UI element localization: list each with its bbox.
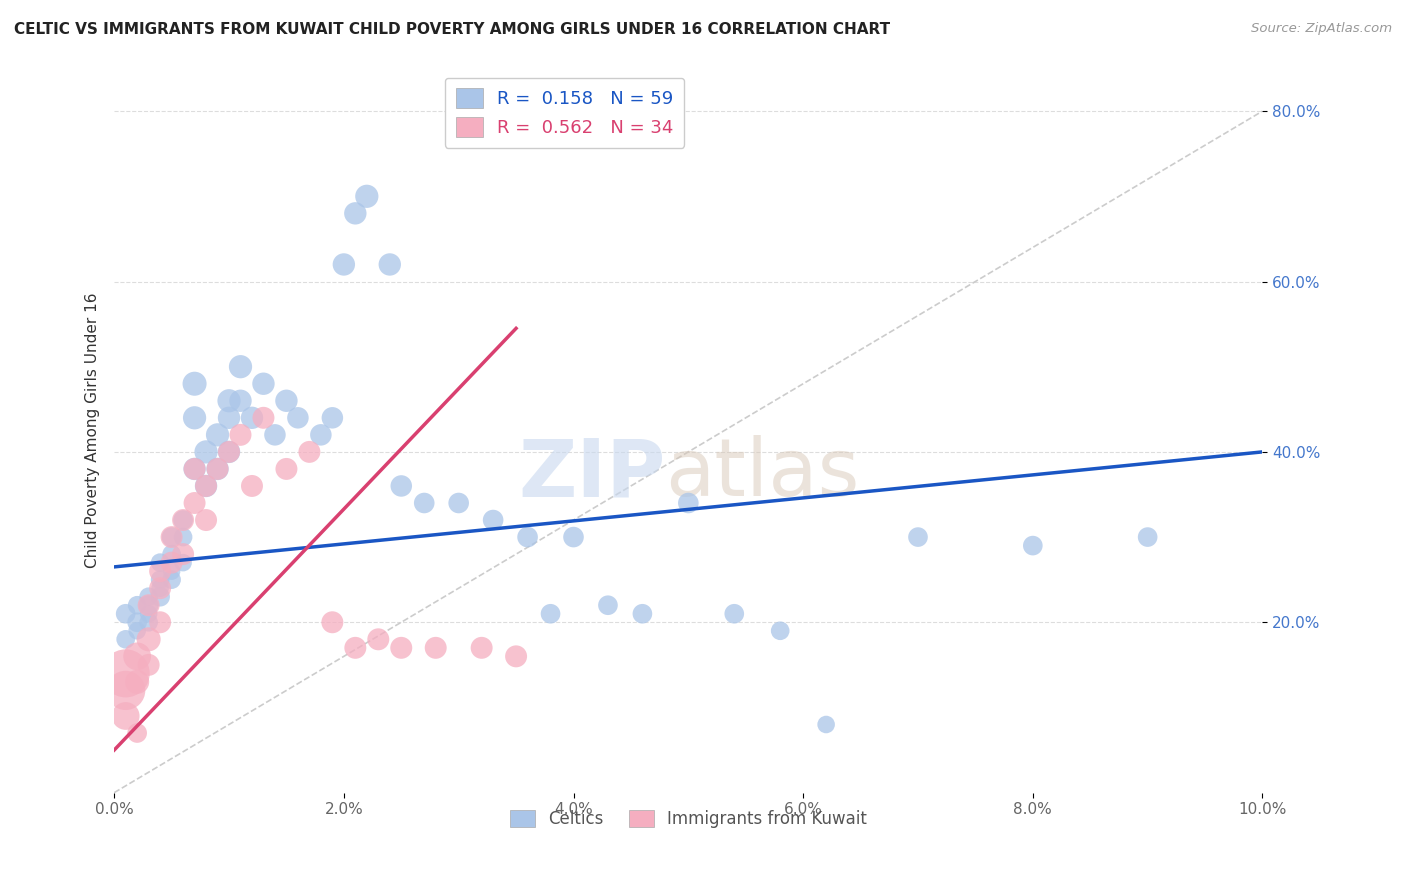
Point [160, 556, 183, 570]
Point [114, 666, 136, 681]
Point [149, 590, 172, 604]
Point [309, 427, 332, 442]
Point [138, 607, 160, 621]
Text: ZIP: ZIP [519, 435, 665, 513]
Point [815, 717, 838, 731]
Point [378, 257, 401, 271]
Point [413, 496, 436, 510]
Point [252, 410, 274, 425]
Point [540, 607, 562, 621]
Point [907, 530, 929, 544]
Point [723, 607, 745, 621]
Point [114, 607, 136, 621]
Point [183, 410, 205, 425]
Point [505, 649, 527, 664]
Point [195, 445, 218, 459]
Point [218, 445, 240, 459]
Text: CELTIC VS IMMIGRANTS FROM KUWAIT CHILD POVERTY AMONG GIRLS UNDER 16 CORRELATION : CELTIC VS IMMIGRANTS FROM KUWAIT CHILD P… [14, 22, 890, 37]
Point [195, 513, 218, 527]
Point [114, 709, 136, 723]
Point [276, 462, 298, 476]
Point [264, 427, 287, 442]
Point [333, 257, 356, 271]
Point [183, 462, 205, 476]
Point [596, 599, 619, 613]
Point [207, 462, 229, 476]
Point [367, 632, 389, 647]
Point [389, 479, 412, 493]
Text: Source: ZipAtlas.com: Source: ZipAtlas.com [1251, 22, 1392, 36]
Point [138, 615, 160, 630]
Point [1136, 530, 1159, 544]
Point [229, 393, 252, 408]
Point [425, 640, 447, 655]
Point [195, 479, 218, 493]
Point [207, 427, 229, 442]
Point [218, 445, 240, 459]
Point [183, 462, 205, 476]
Point [240, 410, 263, 425]
Point [356, 189, 378, 203]
Point [160, 530, 183, 544]
Point [172, 547, 194, 561]
Point [138, 657, 160, 672]
Point [631, 607, 654, 621]
Y-axis label: Child Poverty Among Girls Under 16: Child Poverty Among Girls Under 16 [86, 293, 100, 568]
Point [195, 479, 218, 493]
Point [138, 590, 160, 604]
Point [160, 573, 183, 587]
Point [482, 513, 505, 527]
Point [172, 530, 194, 544]
Point [229, 427, 252, 442]
Legend: Celtics, Immigrants from Kuwait: Celtics, Immigrants from Kuwait [503, 804, 873, 835]
Point [149, 556, 172, 570]
Point [229, 359, 252, 374]
Point [114, 632, 136, 647]
Point [172, 513, 194, 527]
Point [149, 615, 172, 630]
Point [218, 393, 240, 408]
Point [138, 599, 160, 613]
Point [127, 674, 149, 689]
Point [471, 640, 494, 655]
Text: atlas: atlas [665, 435, 859, 513]
Point [298, 445, 321, 459]
Point [516, 530, 538, 544]
Point [183, 376, 205, 391]
Point [321, 410, 343, 425]
Point [160, 530, 183, 544]
Point [149, 581, 172, 595]
Point [160, 564, 183, 578]
Point [127, 726, 149, 740]
Point [172, 513, 194, 527]
Point [127, 615, 149, 630]
Point [127, 599, 149, 613]
Point [160, 547, 183, 561]
Point [321, 615, 343, 630]
Point [389, 640, 412, 655]
Point [207, 462, 229, 476]
Point [127, 649, 149, 664]
Point [218, 410, 240, 425]
Point [172, 556, 194, 570]
Point [183, 496, 205, 510]
Point [149, 564, 172, 578]
Point [1022, 539, 1045, 553]
Point [276, 393, 298, 408]
Point [114, 683, 136, 698]
Point [769, 624, 792, 638]
Point [447, 496, 470, 510]
Point [344, 206, 367, 220]
Point [678, 496, 700, 510]
Point [240, 479, 263, 493]
Point [344, 640, 367, 655]
Point [252, 376, 274, 391]
Point [138, 632, 160, 647]
Point [287, 410, 309, 425]
Point [149, 573, 172, 587]
Point [127, 624, 149, 638]
Point [138, 599, 160, 613]
Point [562, 530, 585, 544]
Point [149, 581, 172, 595]
